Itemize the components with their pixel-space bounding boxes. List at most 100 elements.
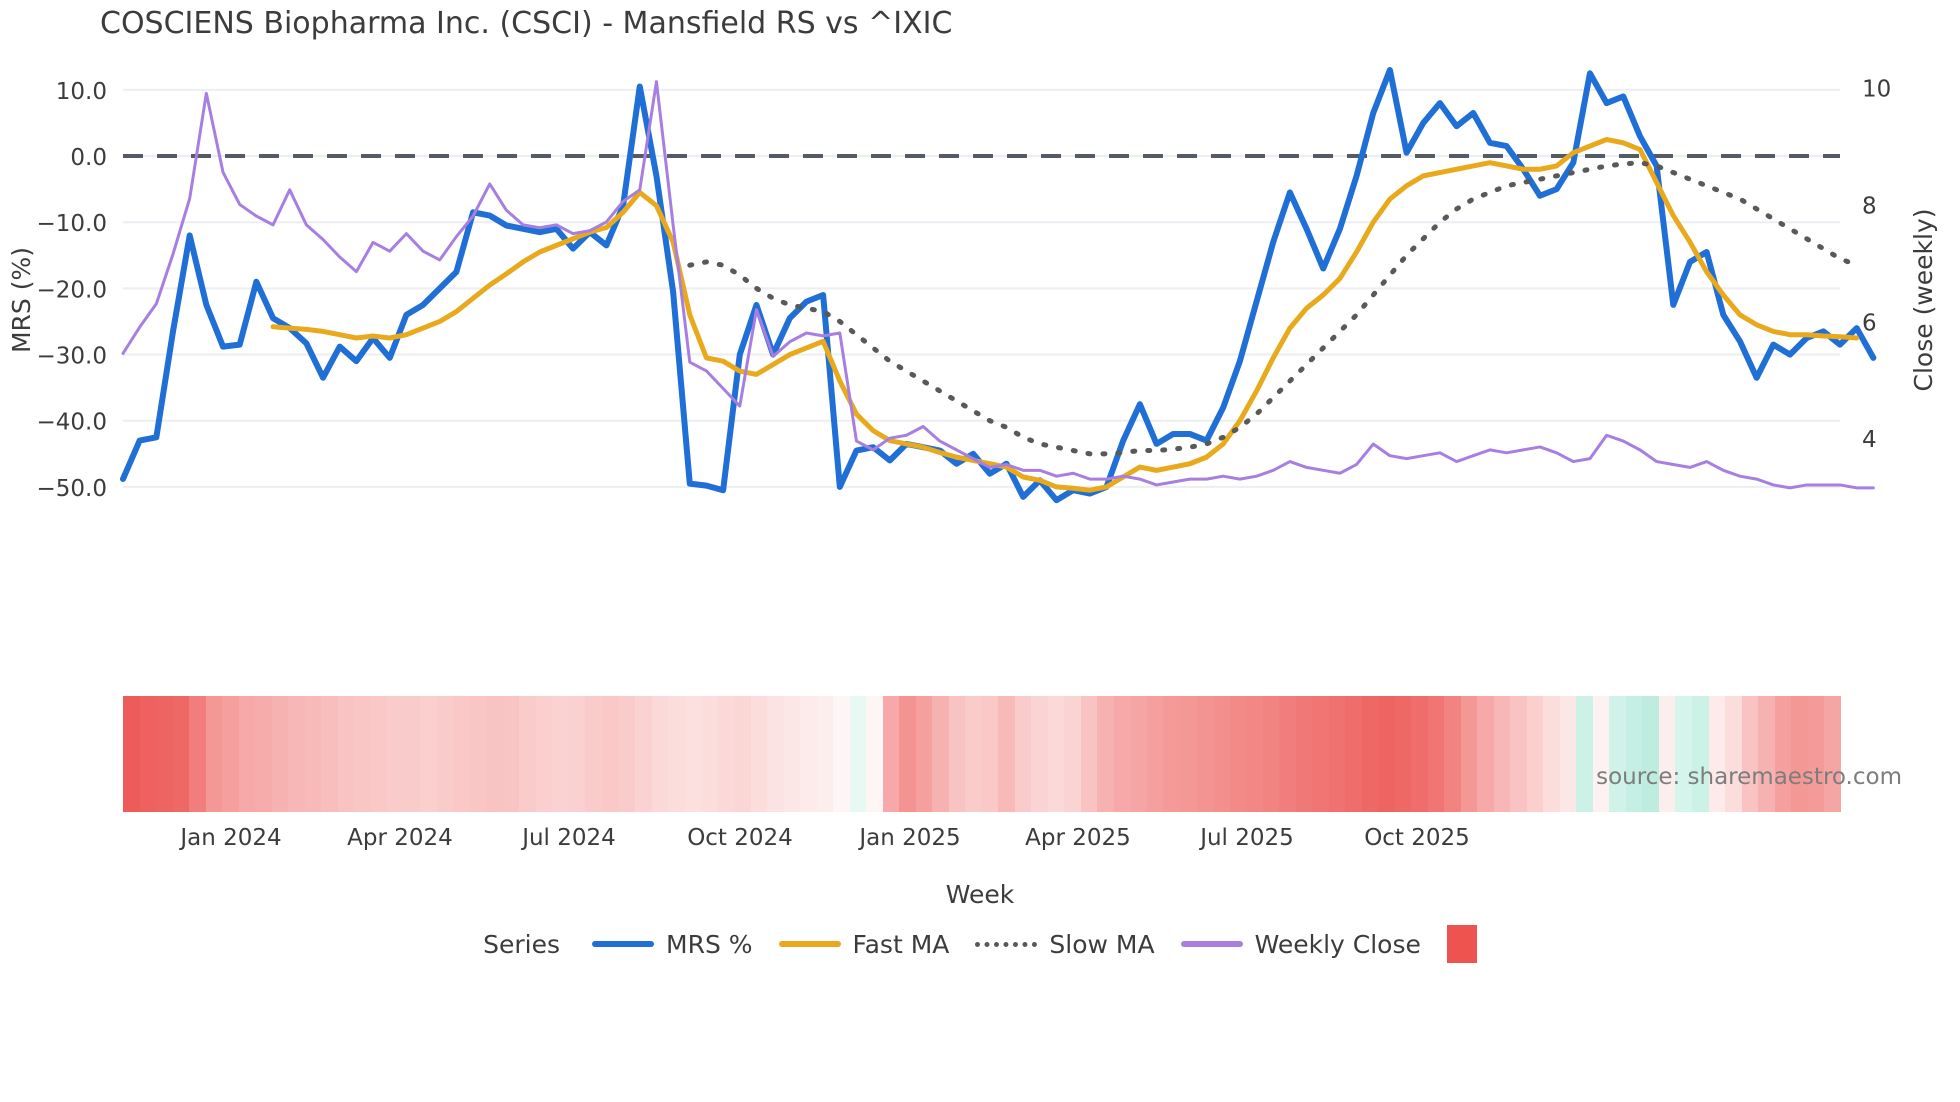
legend-weekly-close[interactable]: Weekly Close xyxy=(1180,929,1421,959)
heatmap-cell xyxy=(139,696,157,812)
heatmap-cell xyxy=(932,696,949,812)
heatmap-cell xyxy=(1312,696,1329,812)
legend-slow-ma[interactable]: Slow MA xyxy=(975,930,1155,959)
heatmap-cell xyxy=(568,696,586,812)
heatmap-cell xyxy=(1031,696,1048,812)
heatmap-cell xyxy=(1047,696,1065,812)
heatmap-cell xyxy=(403,696,421,812)
heatmap-cell xyxy=(899,696,916,812)
heatmap-cell xyxy=(585,696,602,812)
y-axis-left-title: MRS (%) xyxy=(7,247,36,353)
heatmap-cell xyxy=(1658,696,1676,812)
legend-heat-swatch[interactable] xyxy=(1446,925,1477,963)
heatmap-cell xyxy=(519,696,536,812)
legend-swatch-line-icon xyxy=(778,941,841,947)
heatmap-cell xyxy=(1493,696,1511,812)
heatmap-cell xyxy=(965,696,982,812)
heatmap-cell xyxy=(1097,696,1114,812)
heatmap-cell xyxy=(1361,696,1379,812)
heatmap-cell xyxy=(469,696,487,812)
legend-mrs[interactable]: MRS % xyxy=(592,930,753,959)
heatmap-cell xyxy=(1543,696,1560,812)
x-axis-tick-label: Jul 2025 xyxy=(1200,825,1294,851)
heatmap-cell xyxy=(1378,696,1395,812)
heatmap-cell xyxy=(1229,696,1247,812)
heatmap-cell xyxy=(1328,696,1346,812)
series-line-slow-ma xyxy=(687,160,1860,457)
y-axis-left-tick-label: −20.0 xyxy=(37,277,107,303)
chart-plot-area: 10.0 0.0 −10.0 −20.0 −30.0 −40.0 −50.0 10 8 6 4 M… xyxy=(7,67,1938,504)
heatmap-cell xyxy=(304,696,322,812)
heatmap-cell xyxy=(189,696,206,812)
heatmap-cell xyxy=(1642,696,1659,812)
y-axis-right-tick-label: 6 xyxy=(1862,310,1877,336)
heatmap-cell xyxy=(1691,696,1709,812)
heatmap-cell xyxy=(1824,696,1841,812)
heatmap-cell xyxy=(1625,696,1643,812)
heatmap-cell xyxy=(1180,696,1197,812)
heatmap-cell xyxy=(1262,696,1280,812)
heatmap-cell xyxy=(634,696,652,812)
heatmap-cell xyxy=(1279,696,1296,812)
heatmap-cell xyxy=(354,696,371,812)
heatmap-cell xyxy=(800,696,817,812)
heatmap-cell xyxy=(453,696,470,812)
legend-item-label: Fast MA xyxy=(852,929,950,959)
heatmap-cell xyxy=(1675,696,1692,812)
heatmap-cell xyxy=(767,696,784,812)
heatmap-cell xyxy=(502,696,520,812)
x-axis-tick-label: Jan 2024 xyxy=(180,825,282,851)
heatmap-cell xyxy=(1609,696,1626,812)
y-axis-right-tick-label: 10 xyxy=(1862,77,1891,103)
heatmap-cell xyxy=(1444,696,1461,812)
heatmap-cell xyxy=(981,696,999,812)
heatmap-cell xyxy=(1196,696,1214,812)
chart-legend: Series MRS % Fast MA Slow MA Weekly Close xyxy=(0,925,1960,963)
legend-fast-ma[interactable]: Fast MA xyxy=(778,929,950,959)
heatmap-cell xyxy=(1460,696,1478,812)
heatmap-cell xyxy=(337,696,355,812)
y-axis-right-tick-label: 8 xyxy=(1862,193,1877,219)
heatmap-cell xyxy=(1345,696,1362,812)
heatmap-cell xyxy=(849,696,867,812)
legend-swatch-dotted-icon xyxy=(975,941,1038,947)
heatmap-cell xyxy=(1559,696,1577,812)
heatmap-cell xyxy=(1526,696,1544,812)
heatmap-cell xyxy=(271,696,289,812)
y-axis-left-tick-label: 0.0 xyxy=(70,145,107,171)
y-axis-left-tick-label: −40.0 xyxy=(37,410,107,436)
legend-swatch-line-icon xyxy=(592,941,655,947)
legend-item-label: Weekly Close xyxy=(1254,929,1421,959)
heatmap-cell xyxy=(1791,696,1808,812)
heatmap-cell xyxy=(420,696,437,812)
x-axis-tick-label: Jan 2025 xyxy=(859,825,961,851)
heatmap-cell xyxy=(1113,696,1131,812)
heatmap-cell xyxy=(1592,696,1610,812)
heatmap-cell xyxy=(1130,696,1147,812)
heatmap-cell xyxy=(1163,696,1180,812)
heatmap-cell xyxy=(1427,696,1445,812)
x-axis-title: Week xyxy=(945,880,1015,909)
heatmap-cell xyxy=(238,696,256,812)
page-title: COSCIENS Biopharma Inc. (CSCI) - Mansfie… xyxy=(100,6,953,41)
heatmap-cell xyxy=(783,696,801,812)
heatmap-cell xyxy=(370,696,388,812)
source-attribution: source: sharemaestro.com xyxy=(1596,764,1902,790)
heatmap-cell xyxy=(255,696,272,812)
series-line-weekly-close xyxy=(121,80,1875,490)
legend-swatch-box-icon xyxy=(1446,925,1477,963)
x-axis-ticks: Jan 2024 Apr 2024 Jul 2024 Oct 2024 Jan 2025… xyxy=(0,825,1960,861)
heatmap-cell xyxy=(998,696,1015,812)
y-axis-left-tick-label: −30.0 xyxy=(37,344,107,370)
heatmap-cell xyxy=(1510,696,1527,812)
heatmap-cell xyxy=(651,696,669,812)
heatmap-cell xyxy=(1080,696,1098,812)
heatmap-cell xyxy=(684,696,702,812)
heatmap-cell xyxy=(701,696,718,812)
heatmap-cell xyxy=(535,696,553,812)
heatmap-cell xyxy=(1064,696,1081,812)
y-axis-left-tick-label: −50.0 xyxy=(37,476,107,502)
y-axis-left-ticks: 10.0 0.0 −10.0 −20.0 −30.0 −40.0 −50.0 xyxy=(37,79,107,502)
heatmap-cell xyxy=(1477,696,1494,812)
heatmap-cell xyxy=(552,696,569,812)
